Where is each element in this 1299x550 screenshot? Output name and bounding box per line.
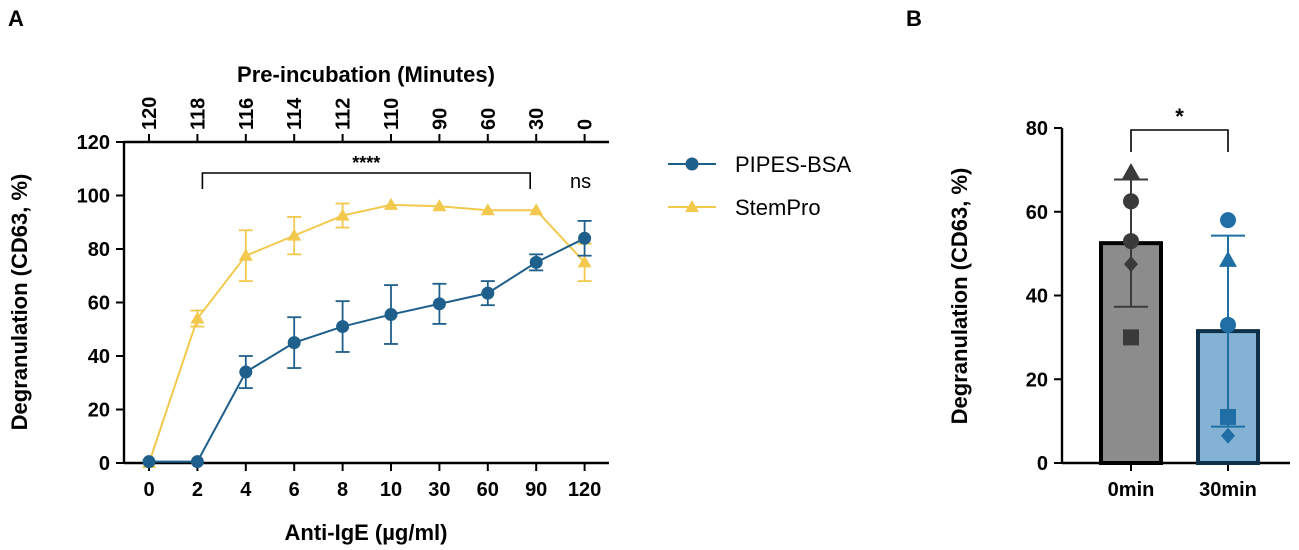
panel-label-b: B <box>906 6 922 31</box>
legend-label-stempro: StemPro <box>735 195 821 220</box>
y-tick-label-b: 20 <box>1026 369 1048 391</box>
y-tick-label: 120 <box>77 132 110 154</box>
line-chart-panel-a: Pre-incubation (Minutes) Anti-IgE (µg/ml… <box>7 62 851 545</box>
y-axis-title: Degranulation (CD63, %) <box>7 174 32 431</box>
point-0min <box>1124 256 1138 273</box>
y-tick-label: 80 <box>88 239 110 261</box>
data-point-pipes-bsa <box>142 455 156 469</box>
point-30min <box>1220 408 1236 425</box>
x-tick-label-b: 0min <box>1108 479 1155 501</box>
legend-marker-stempro <box>685 200 699 212</box>
significance-bracket <box>201 172 531 189</box>
legend-label-pipes-bsa: PIPES-BSA <box>735 152 851 177</box>
point-30min <box>1219 250 1237 267</box>
data-point-stempro <box>287 228 302 241</box>
data-point-pipes-bsa <box>384 308 398 322</box>
x-tick-label: 4 <box>240 479 252 501</box>
x-tick-label: 30 <box>428 479 450 501</box>
y-tick-label: 40 <box>88 346 110 368</box>
data-point-stempro <box>190 311 205 324</box>
data-point-stempro <box>480 203 495 216</box>
top-tick-label: 60 <box>478 108 500 130</box>
data-point-pipes-bsa <box>578 231 592 245</box>
x-axis-title: Anti-IgE (µg/ml) <box>285 520 448 545</box>
x-tick-label: 120 <box>568 479 601 501</box>
data-point-stempro <box>432 199 447 212</box>
point-0min <box>1123 329 1139 346</box>
data-point-pipes-bsa <box>336 320 350 334</box>
x-tick-label: 6 <box>289 479 300 501</box>
point-30min <box>1220 316 1236 333</box>
point-0min <box>1123 233 1139 250</box>
data-point-pipes-bsa <box>481 286 495 300</box>
y-tick-label-b: 40 <box>1026 286 1048 308</box>
significance-bracket-b <box>1130 129 1229 152</box>
x-tick-label: 0 <box>143 479 154 501</box>
top-tick-label: 0 <box>575 119 597 130</box>
data-point-stempro <box>335 208 350 221</box>
top-tick-label: 118 <box>187 98 209 130</box>
x-tick-label-b: 30min <box>1199 479 1257 501</box>
y-tick-label: 20 <box>88 400 110 422</box>
top-axis-title: Pre-incubation (Minutes) <box>237 62 495 87</box>
point-30min <box>1220 212 1236 229</box>
bracket-label: **** <box>352 153 380 173</box>
data-point-stempro <box>384 197 398 210</box>
legend-item-pipes-bsa: PIPES-BSA <box>668 152 851 177</box>
panel-label-a: A <box>8 6 24 31</box>
data-point-stempro <box>238 248 253 261</box>
y-tick-label-b: 60 <box>1026 202 1048 224</box>
y-axis-title-b: Degranulation (CD63, %) <box>947 168 972 425</box>
x-tick-label: 60 <box>477 479 499 501</box>
y-tick-label: 0 <box>99 453 110 475</box>
series-line-stempro <box>148 203 586 464</box>
data-point-pipes-bsa <box>287 336 301 350</box>
legend: PIPES-BSA StemPro <box>668 152 851 220</box>
top-tick-label: 116 <box>236 98 258 130</box>
top-tick-label: 110 <box>381 98 403 130</box>
bar-chart-panel-b: Degranulation (CD63, %) * 0 20 40 60 80 0min 3… <box>947 104 1290 501</box>
top-tick-label: 112 <box>333 98 355 130</box>
series-line-pipes-bsa <box>149 237 586 463</box>
x-tick-label: 2 <box>192 479 203 501</box>
top-tick-label: 114 <box>284 97 306 130</box>
y-tick-label-b: 80 <box>1026 118 1048 140</box>
data-point-pipes-bsa <box>529 255 543 269</box>
y-tick-label-b: 0 <box>1037 453 1048 475</box>
top-tick-label: 30 <box>526 108 548 130</box>
legend-item-stempro: StemPro <box>668 195 821 220</box>
data-point-stempro <box>529 203 544 216</box>
point-0min <box>1123 193 1139 210</box>
ns-label: ns <box>570 171 591 193</box>
y-tick-label: 100 <box>77 186 110 208</box>
point-0min <box>1122 162 1140 179</box>
y-tick-label: 60 <box>88 293 110 315</box>
data-point-pipes-bsa <box>239 365 253 379</box>
data-point-pipes-bsa <box>190 455 204 469</box>
top-tick-label: 90 <box>429 108 451 130</box>
data-point-stempro <box>577 255 592 268</box>
x-tick-label: 90 <box>525 479 547 501</box>
x-tick-label: 10 <box>380 479 402 501</box>
x-tick-label: 8 <box>337 479 348 501</box>
data-point-pipes-bsa <box>432 297 446 311</box>
point-30min <box>1221 427 1235 444</box>
legend-marker-pipes-bsa <box>685 157 699 171</box>
significance-label-b: * <box>1175 104 1184 129</box>
top-tick-label: 120 <box>139 97 161 130</box>
